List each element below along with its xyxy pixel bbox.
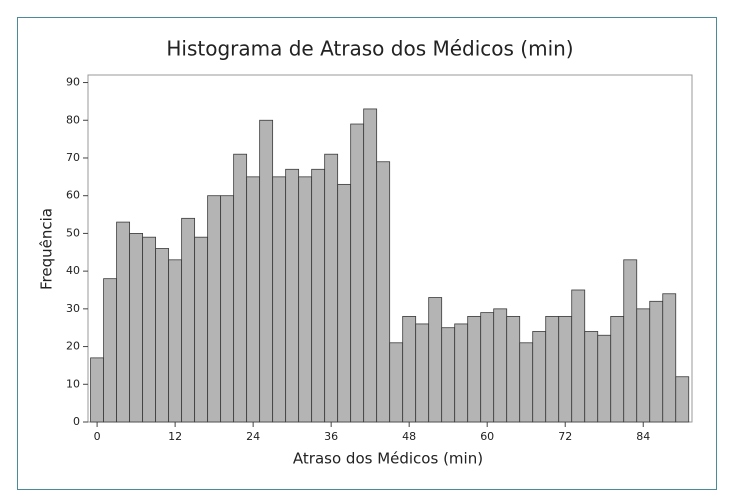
- bar: [285, 168, 300, 423]
- x-tick-label: 84: [636, 430, 650, 443]
- bar: [597, 334, 612, 423]
- bar: [246, 176, 261, 423]
- y-tick-label: 20: [66, 340, 80, 353]
- bar: [259, 119, 274, 423]
- bar: [610, 315, 625, 423]
- bar: [662, 293, 677, 423]
- bar: [584, 331, 599, 423]
- y-tick-label: 60: [66, 189, 80, 202]
- x-tick-label: 60: [480, 430, 494, 443]
- bar: [649, 300, 664, 423]
- bar: [350, 123, 365, 423]
- bar: [480, 312, 495, 423]
- bar: [519, 342, 534, 423]
- y-tick-label: 50: [66, 226, 80, 239]
- y-axis-label: Frequência: [38, 208, 56, 290]
- bar: [636, 308, 651, 423]
- bar: [116, 221, 131, 423]
- bar: [194, 236, 209, 423]
- bar: [675, 376, 690, 423]
- bar: [90, 357, 105, 423]
- chart-title: Histograma de Atraso dos Médicos (min): [166, 37, 573, 61]
- x-tick-label: 24: [246, 430, 260, 443]
- bar: [441, 327, 456, 423]
- bar: [272, 176, 287, 423]
- bar: [155, 248, 170, 423]
- bar: [181, 217, 196, 423]
- bar: [376, 161, 391, 423]
- bar: [103, 278, 118, 423]
- bar: [467, 315, 482, 423]
- y-tick-label: 40: [66, 264, 80, 277]
- bar: [428, 297, 443, 423]
- bar: [571, 289, 586, 423]
- bar: [129, 233, 144, 423]
- bar: [532, 331, 547, 423]
- bar: [220, 195, 235, 423]
- bar: [337, 183, 352, 423]
- bar: [415, 323, 430, 423]
- y-tick-label: 70: [66, 151, 80, 164]
- x-tick-label: 36: [324, 430, 338, 443]
- bar: [324, 153, 339, 423]
- bar: [363, 108, 378, 423]
- x-axis-label: Atraso dos Médicos (min): [293, 450, 483, 468]
- bar: [311, 168, 326, 423]
- y-tick-label: 10: [66, 377, 80, 390]
- y-tick-label: 0: [73, 415, 80, 428]
- bar: [389, 342, 404, 423]
- x-tick-label: 0: [94, 430, 101, 443]
- bar: [233, 153, 248, 423]
- bar: [168, 259, 183, 423]
- bar: [558, 315, 573, 423]
- bar: [454, 323, 469, 423]
- y-tick-label: 80: [66, 113, 80, 126]
- x-tick-label: 48: [402, 430, 416, 443]
- bar: [545, 315, 560, 423]
- bar: [506, 315, 521, 423]
- y-tick-label: 90: [66, 76, 80, 89]
- bar: [623, 259, 638, 423]
- bar: [493, 308, 508, 423]
- bar: [402, 315, 417, 423]
- y-tick-label: 30: [66, 302, 80, 315]
- bar: [298, 176, 313, 423]
- x-tick-label: 72: [558, 430, 572, 443]
- x-tick-label: 12: [168, 430, 182, 443]
- bar: [207, 195, 222, 423]
- bar: [142, 236, 157, 423]
